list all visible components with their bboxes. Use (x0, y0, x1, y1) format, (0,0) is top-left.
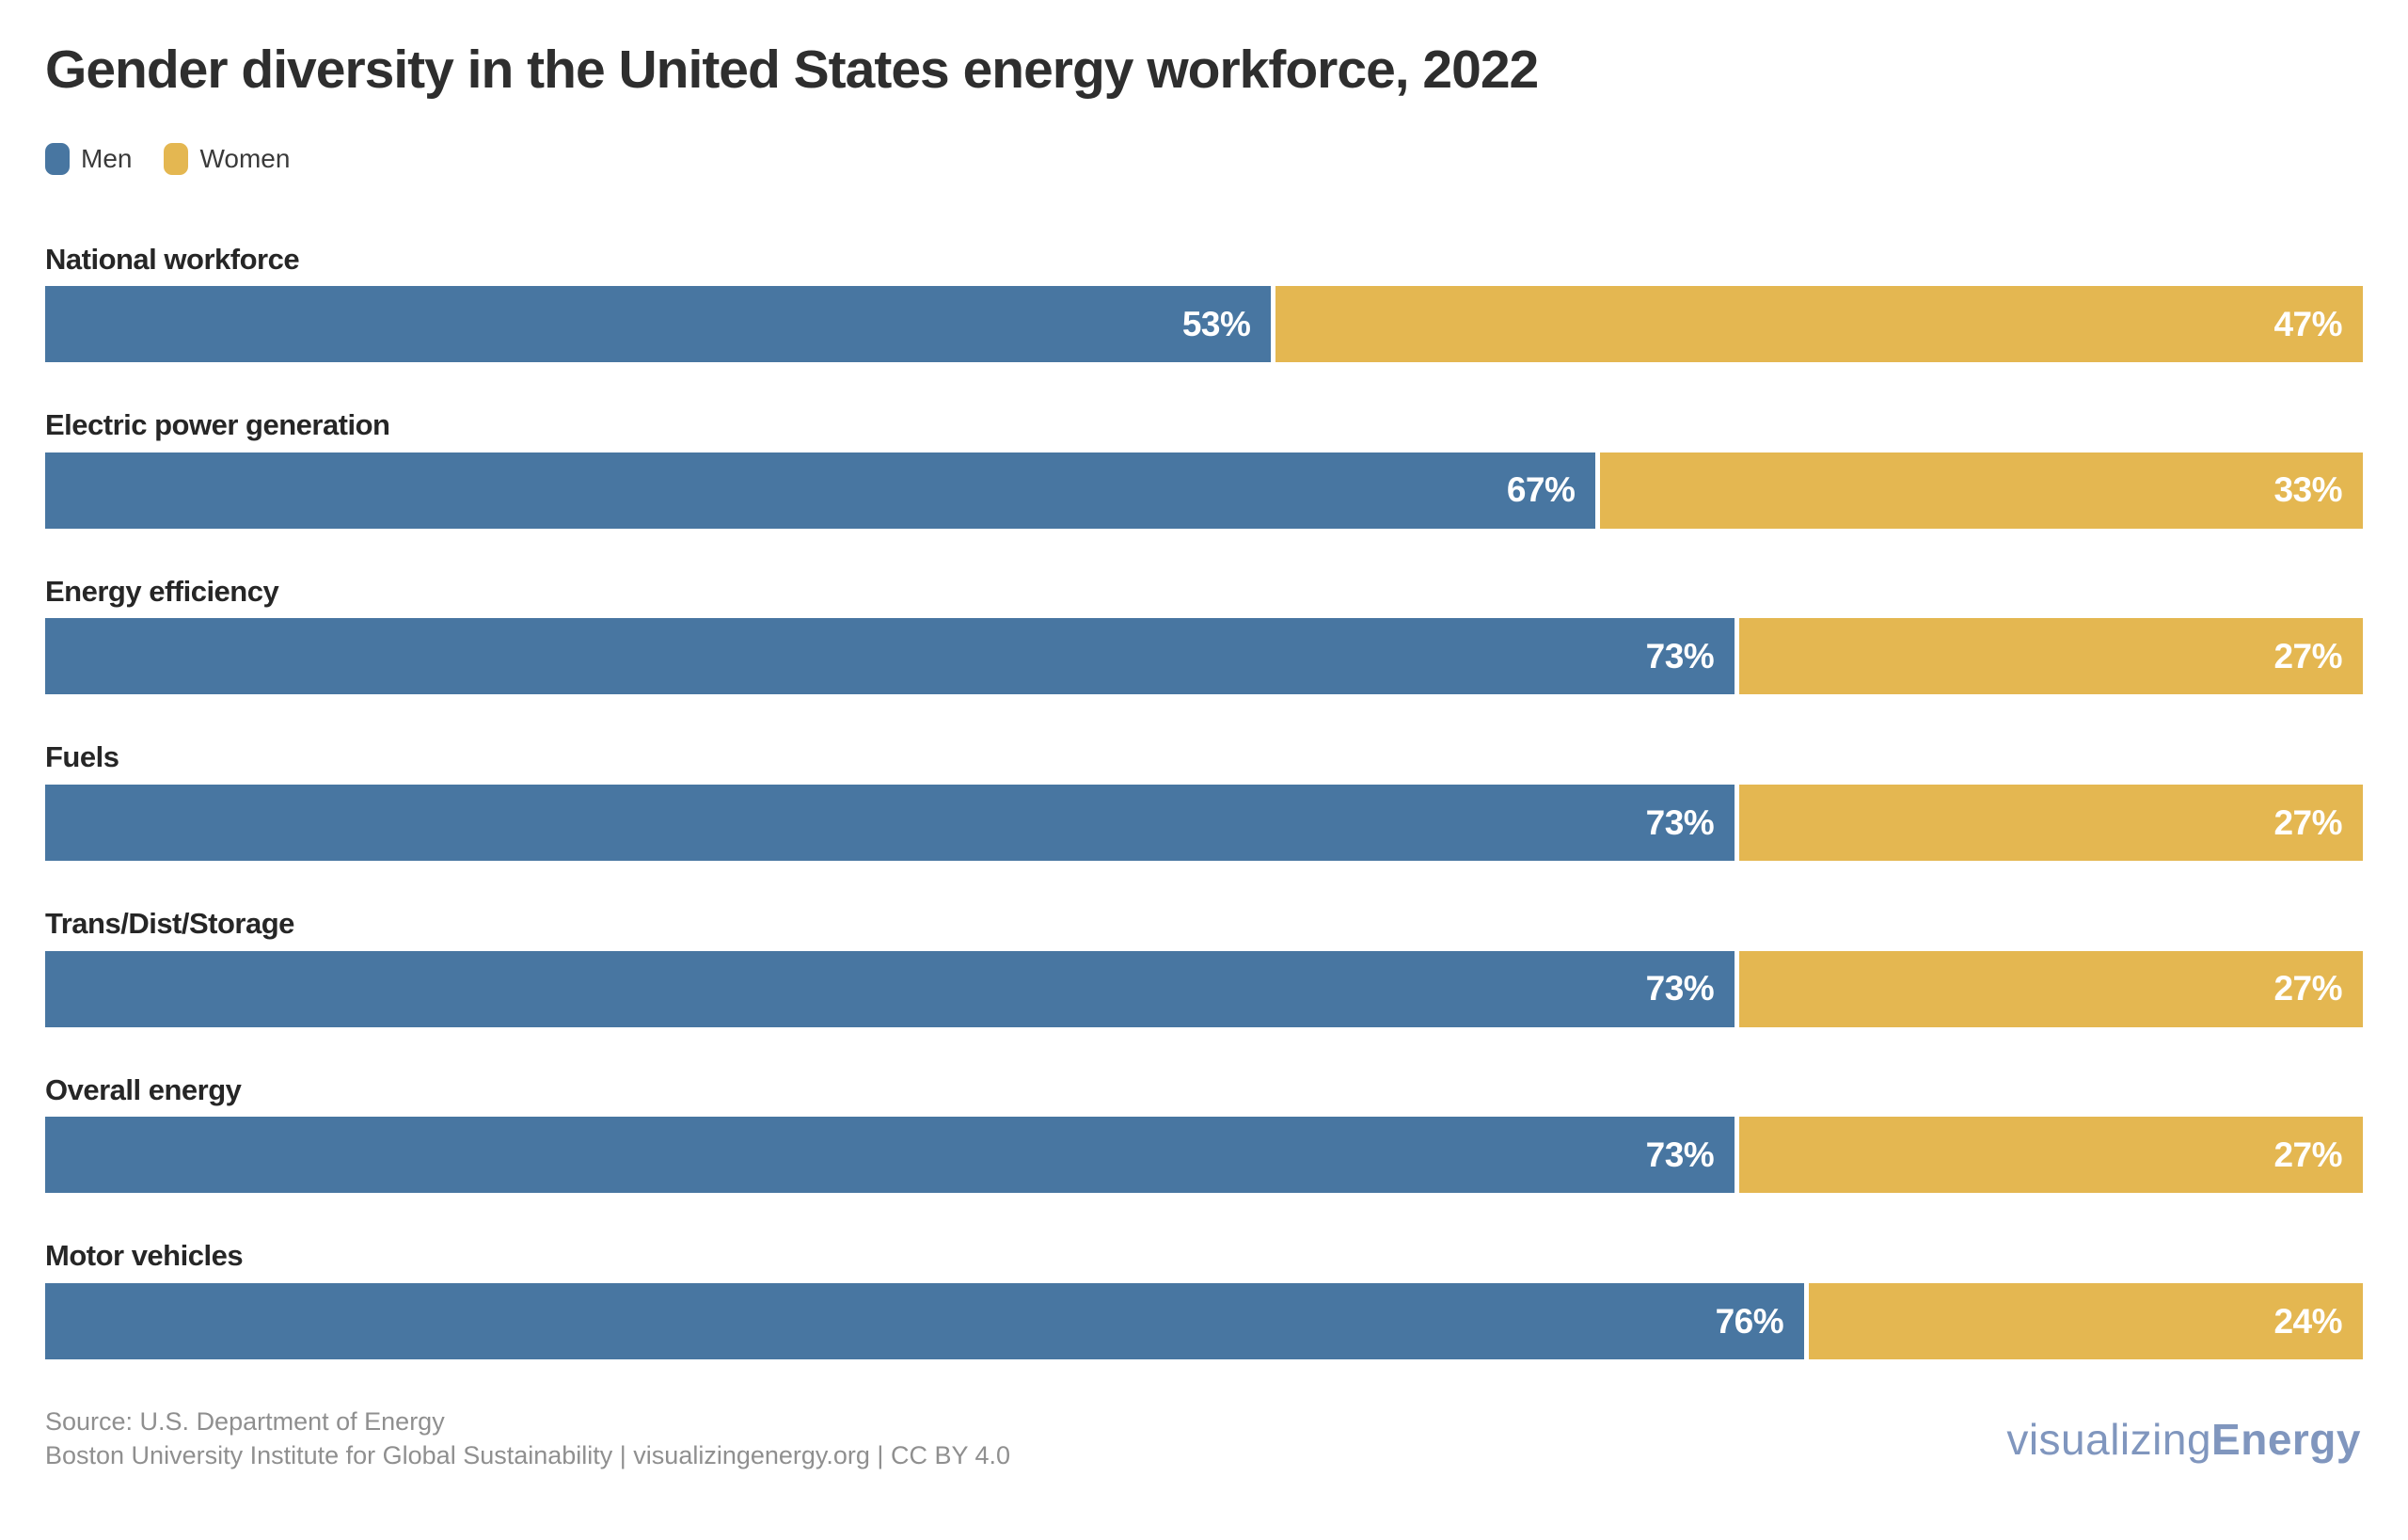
bar-row: Overall energy 73% 27% (45, 1073, 2363, 1194)
men-value-label: 73% (1645, 802, 1715, 842)
legend: Men Women (45, 142, 2363, 175)
visualizing-energy-logo: visualizingEnergy (2006, 1414, 2361, 1465)
men-bar-segment: 73% (45, 950, 1735, 1027)
men-legend-swatch-icon (45, 142, 70, 175)
stacked-bar-chart: National workforce 53% 47% Electric power g… (45, 243, 2363, 1360)
men-value-label: 73% (1645, 636, 1715, 675)
stacked-bar: 73% 27% (45, 950, 2363, 1027)
category-label: Electric power generation (45, 408, 390, 442)
women-legend-label: Women (199, 143, 291, 173)
women-value-label: 27% (2273, 1135, 2342, 1174)
bar-row: Fuels 73% 27% (45, 740, 2363, 862)
men-value-label: 67% (1506, 470, 1576, 510)
men-bar-segment: 73% (45, 618, 1735, 695)
bar-row: National workforce 53% 47% (45, 243, 2363, 363)
category-label: Trans/Dist/Storage (45, 907, 294, 941)
stacked-bar: 67% 33% (45, 452, 2363, 529)
women-bar-segment: 27% (1739, 618, 2363, 695)
men-value-label: 73% (1645, 969, 1715, 1008)
category-label: Overall energy (45, 1072, 242, 1106)
logo-light-part: visualizing (2006, 1414, 2212, 1464)
men-value-label: 53% (1181, 304, 1251, 343)
legend-item-women: Women (164, 142, 291, 175)
stacked-bar: 73% 27% (45, 1117, 2363, 1194)
source-line-1: Source: U.S. Department of Energy (45, 1407, 445, 1437)
logo-bold-part: Energy (2211, 1414, 2361, 1464)
stacked-bar: 53% 47% (45, 286, 2363, 363)
women-value-label: 33% (2273, 470, 2342, 510)
stacked-bar: 73% 27% (45, 785, 2363, 862)
category-label: Fuels (45, 740, 119, 774)
bar-row: Energy efficiency 73% 27% (45, 575, 2363, 695)
legend-item-men: Men (45, 142, 133, 175)
women-value-label: 27% (2273, 802, 2342, 842)
bar-row: Motor vehicles 76% 24% (45, 1239, 2363, 1360)
women-bar-segment: 47% (1275, 286, 2363, 363)
men-bar-segment: 73% (45, 785, 1735, 862)
bar-row: Trans/Dist/Storage 73% 27% (45, 907, 2363, 1027)
category-label: Motor vehicles (45, 1239, 244, 1273)
chart-title: Gender diversity in the United States en… (45, 40, 1539, 100)
women-legend-swatch-icon (164, 142, 189, 175)
women-bar-segment: 27% (1739, 1117, 2363, 1194)
women-value-label: 47% (2273, 304, 2342, 343)
footer: Source: U.S. Department of Energy Boston… (45, 1405, 2363, 1472)
category-label: Energy efficiency (45, 574, 279, 608)
source-line-2: Boston University Institute for Global S… (45, 1440, 1011, 1469)
men-bar-segment: 53% (45, 286, 1272, 363)
men-bar-segment: 76% (45, 1283, 1805, 1360)
women-value-label: 27% (2273, 636, 2342, 675)
women-bar-segment: 24% (1809, 1283, 2363, 1360)
men-value-label: 73% (1645, 1135, 1715, 1174)
stacked-bar: 76% 24% (45, 1283, 2363, 1360)
men-value-label: 76% (1715, 1301, 1784, 1341)
category-label: National workforce (45, 242, 300, 276)
women-bar-segment: 27% (1739, 950, 2363, 1027)
source-text: Source: U.S. Department of Energy Boston… (45, 1405, 1010, 1472)
men-legend-label: Men (81, 143, 133, 173)
bar-row: Electric power generation 67% 33% (45, 408, 2363, 529)
women-value-label: 27% (2273, 969, 2342, 1008)
men-bar-segment: 67% (45, 452, 1596, 529)
women-bar-segment: 33% (1600, 452, 2363, 529)
women-bar-segment: 27% (1739, 785, 2363, 862)
stacked-bar: 73% 27% (45, 618, 2363, 695)
men-bar-segment: 73% (45, 1117, 1735, 1194)
women-value-label: 24% (2273, 1301, 2342, 1341)
